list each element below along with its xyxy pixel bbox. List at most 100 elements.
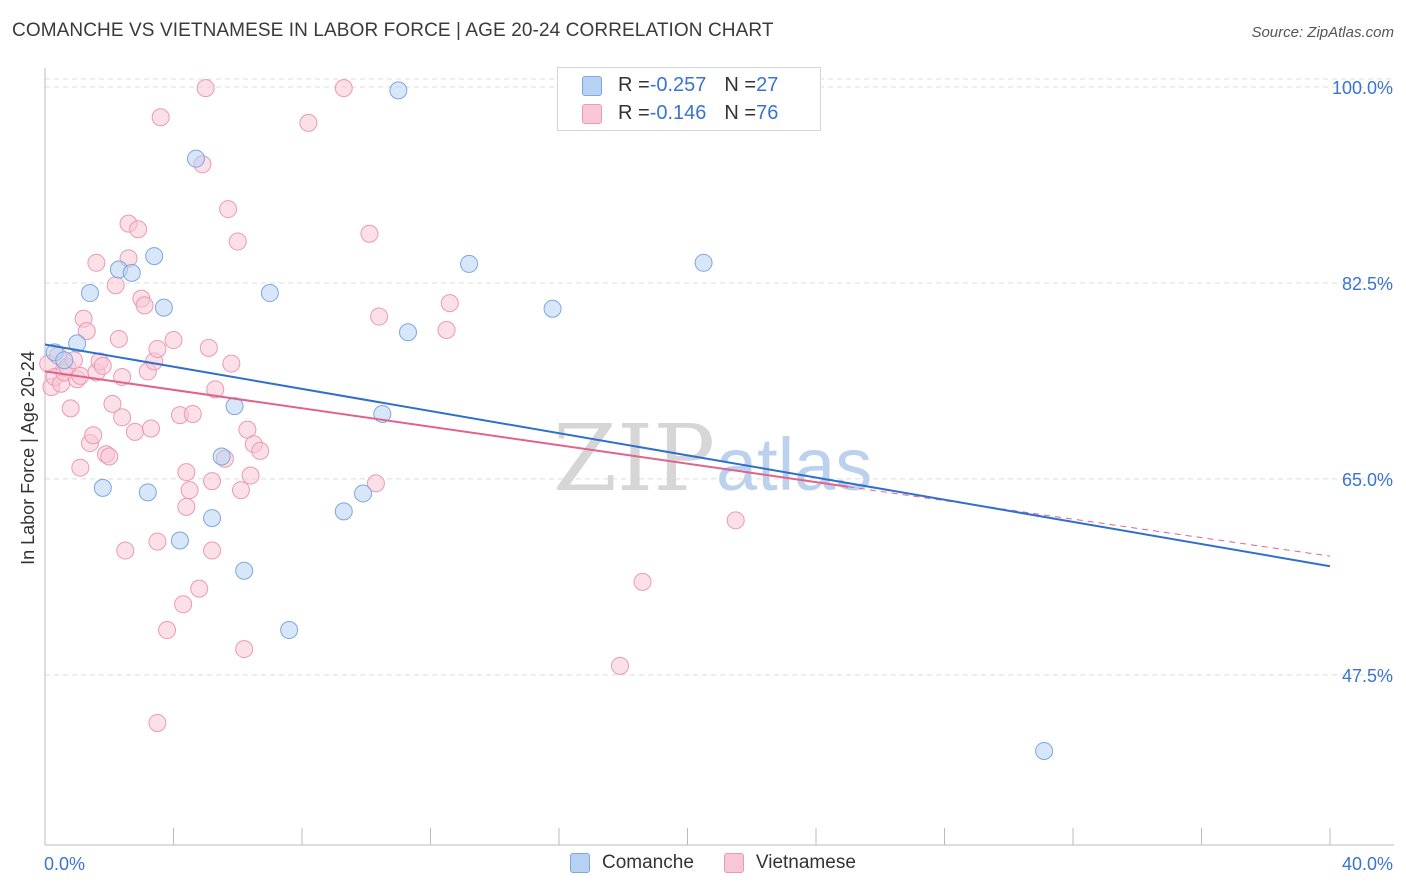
comanche-point [212, 447, 231, 466]
comanche-point [186, 149, 205, 168]
stats-legend: R = -0.257 N = 27 R = -0.146 N = 76 [557, 67, 821, 131]
vietnamese-point [222, 354, 241, 373]
legend-label-comanche: Comanche [602, 852, 694, 873]
vietnamese-point [334, 79, 353, 98]
vietnamese-point [77, 322, 96, 341]
stats-row-comanche: R = -0.257 N = 27 [582, 74, 778, 97]
vietnamese-point [177, 463, 196, 482]
watermark-zip: ZIP [553, 405, 715, 512]
vietnamese-point [633, 572, 652, 591]
comanche-point [235, 561, 254, 580]
comanche-point [373, 404, 392, 423]
comanche-point [334, 502, 353, 521]
vietnamese-point [203, 472, 222, 491]
comanche-point [389, 81, 408, 100]
grid-lines [45, 78, 1394, 676]
comanche-point [543, 299, 562, 318]
vietnamese-point [125, 422, 144, 441]
legend-item-comanche[interactable]: Comanche [570, 852, 694, 874]
vietnamese-point [93, 356, 112, 375]
vietnamese-point [196, 79, 215, 98]
vietnamese-point [174, 595, 193, 614]
source-label: Source: ZipAtlas.com [1251, 24, 1394, 41]
vietnamese-point [241, 466, 260, 485]
comanche-point [154, 298, 173, 317]
y-tick-label: 100.0% [1332, 78, 1393, 98]
y-tick-label: 82.5% [1342, 274, 1393, 294]
y-tick-label: 65.0% [1342, 470, 1393, 490]
comanche-point [694, 253, 713, 272]
vietnamese-point [116, 541, 135, 560]
vietnamese-point [84, 426, 103, 445]
stats-row-vietnamese: R = -0.146 N = 76 [582, 102, 778, 125]
vietnamese-point [203, 541, 222, 560]
vietnamese-point [148, 532, 167, 551]
r-value: -0.257 [649, 74, 707, 96]
comanche-point [80, 284, 99, 303]
n-label: N = [724, 102, 757, 124]
vietnamese-point [228, 232, 247, 251]
series-legend: Comanche Vietnamese [570, 852, 886, 874]
comanche-point [280, 621, 299, 640]
vietnamese-point [103, 394, 122, 413]
comanche-point [93, 478, 112, 497]
vietnamese-point [235, 640, 254, 659]
vietnamese-point [370, 307, 389, 326]
comanche-point [138, 483, 157, 502]
vietnamese-point [180, 481, 199, 500]
vietnamese-point [231, 481, 250, 500]
legend-label-vietnamese: Vietnamese [755, 852, 856, 873]
comanche-legend-swatch [570, 853, 590, 873]
comanche-point [122, 263, 141, 282]
y-axis-label: In Labor Force | Age 20-24 [18, 351, 38, 565]
x-tick-label: 0.0% [44, 854, 85, 874]
comanche-point [399, 323, 418, 342]
vietnamese-point [366, 474, 385, 493]
vietnamese-point [190, 579, 209, 598]
vietnamese-legend-swatch [723, 853, 744, 873]
vietnamese-point [148, 340, 167, 359]
vietnamese-point [611, 656, 630, 675]
vietnamese-trend-line [44, 370, 849, 488]
vietnamese-point [100, 447, 119, 466]
x-tick-label: 40.0% [1342, 854, 1393, 874]
vietnamese-point [437, 320, 456, 339]
chart-title: COMANCHE VS VIETNAMESE IN LABOR FORCE | … [12, 20, 774, 41]
vietnamese-point [183, 404, 202, 423]
vietnamese-point [206, 380, 225, 399]
comanche-point [170, 531, 189, 550]
vietnamese-point [158, 621, 177, 640]
vietnamese-point [251, 441, 270, 460]
watermark: ZIP atlas [553, 405, 872, 512]
vietnamese-point [199, 338, 218, 357]
vietnamese-swatch [582, 103, 602, 124]
vietnamese-point [135, 296, 154, 315]
vietnamese-point [164, 331, 183, 350]
trend-lines [44, 343, 1331, 568]
comanche-point [203, 509, 222, 528]
n-value: 27 [756, 74, 779, 96]
vietnamese-point [113, 408, 132, 427]
vietnamese-point [109, 329, 128, 348]
comanche-trend-line [44, 343, 1331, 568]
r-value: -0.146 [649, 102, 707, 124]
comanche-point [260, 284, 279, 303]
vietnamese-point [87, 253, 106, 272]
comanche-point [460, 254, 479, 273]
comanche-point [68, 334, 87, 353]
vietnamese-point [219, 200, 238, 219]
tick-labels: 47.5% 65.0% 82.5% 100.0% 0.0% 40.0% [44, 78, 1393, 874]
y-tick-label: 47.5% [1342, 666, 1393, 686]
comanche-point [55, 351, 74, 370]
legend-item-vietnamese[interactable]: Vietnamese [723, 852, 856, 874]
vietnamese-points [39, 79, 745, 732]
n-value: 76 [756, 102, 779, 124]
comanche-swatch [582, 75, 602, 96]
vietnamese-point [726, 511, 745, 530]
vietnamese-point [61, 399, 80, 418]
vietnamese-point [148, 713, 167, 732]
vietnamese-point [129, 220, 148, 239]
vietnamese-point [177, 497, 196, 516]
vietnamese-point [142, 419, 161, 438]
